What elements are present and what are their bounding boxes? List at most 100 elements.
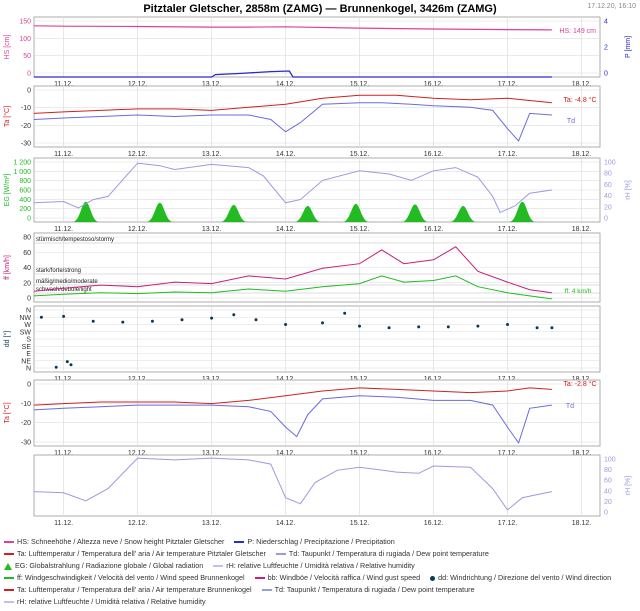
wind-direction-point — [550, 326, 554, 330]
legend-label: Td: Taupunkt / Temperatura di rugiada / … — [288, 549, 489, 558]
timestamp: 17.12.20, 16:10 — [587, 3, 636, 10]
y-axis-label: ff [km/h] — [4, 255, 11, 280]
relative-humidity-line — [33, 457, 552, 511]
legend-swatch — [213, 565, 224, 568]
multi-panel-chart: 11.12. 12.12. 13.12. 14.12. 15.12. 16.12. 17.1… — [3, 16, 632, 527]
legend-item: dd: Windrichtung / Direzione del vento /… — [430, 572, 611, 584]
wind-direction-point — [476, 324, 480, 328]
radiation-area — [294, 206, 322, 222]
x-tick-label: 11.12. — [54, 520, 73, 527]
y-tick-label: -10 — [21, 401, 31, 408]
legend-label: rH: relative Luftfeuchte / Umidità relat… — [226, 561, 415, 570]
legend-swatch — [4, 562, 12, 570]
y2-tick-label: 20 — [604, 204, 612, 211]
panel-frame — [33, 379, 601, 447]
wind-direction-point — [446, 325, 450, 329]
radiation-area — [449, 206, 477, 222]
wind-direction-point — [210, 316, 214, 320]
y-tick-label: NW — [19, 315, 31, 322]
y-tick-label: 1 200 — [13, 160, 31, 167]
wind-direction-point — [69, 363, 73, 367]
x-tick-label: 17.12. — [498, 151, 518, 158]
y2-tick-label: 100 — [604, 160, 616, 167]
legend-label: ff: Windgeschwindigkeit / Velocità del v… — [17, 573, 245, 582]
wind-direction-point — [121, 320, 125, 324]
wind-band-label: mäßig/medio/moderate — [36, 279, 98, 285]
y-tick-label: N — [26, 366, 31, 373]
x-tick-label: 18.12. — [572, 376, 592, 383]
legend-label: Ta: Lufttemperatur / Temperatura dell' a… — [17, 585, 252, 594]
radiation-area — [146, 202, 174, 222]
snow-annotation: HS: 149 cm — [559, 28, 596, 35]
legend-row: Ta: Lufttemperatur / Temperatura dell' a… — [4, 584, 636, 596]
y2-axis-label: P [mm] — [625, 36, 632, 58]
y-tick-label: 150 — [19, 19, 31, 26]
wind-direction-point — [284, 323, 288, 326]
wind-direction-point — [232, 313, 236, 317]
y-tick-label: -30 — [21, 440, 31, 447]
legend-swatch — [4, 577, 14, 580]
y-tick-label: SW — [20, 329, 32, 336]
radiation-area — [342, 203, 370, 222]
wind-direction-point — [62, 314, 66, 318]
y-tick-label: NE — [21, 358, 31, 365]
y-tick-label: W — [24, 322, 31, 329]
x-tick-label: 11.12. — [54, 376, 73, 383]
legend-swatch — [275, 553, 286, 556]
legend-swatch — [261, 589, 272, 592]
x-tick-label: 13.12. — [202, 376, 222, 383]
y2-axis-label: rH [%] — [625, 476, 632, 496]
legend-label: EG: Globalstrahlung / Radiazione globale… — [15, 561, 204, 570]
panel-frame — [33, 454, 601, 517]
y-tick-label: 0 — [27, 88, 31, 95]
y-tick-label: -20 — [21, 123, 31, 130]
wind-direction-point — [91, 319, 95, 323]
y2-axis-label: rH [%] — [625, 180, 632, 200]
x-tick-label: 15.12. — [350, 226, 370, 233]
x-tick-label: 18.12. — [572, 520, 592, 527]
x-tick-label: 12.12. — [128, 376, 148, 383]
y-tick-label: 0 — [27, 382, 31, 389]
y-tick-label: 200 — [19, 206, 31, 213]
radiation-area — [220, 204, 248, 222]
y-tick-label: 20 — [23, 280, 31, 287]
temp-annotation: Ta: -2.8 °C — [563, 380, 596, 388]
wind-direction-point — [180, 318, 184, 322]
y-tick-label: 60 — [23, 250, 31, 257]
y2-tick-label: 100 — [604, 457, 616, 464]
x-tick-label: 13.12. — [202, 520, 222, 527]
x-tick-label: 16.12. — [424, 151, 444, 158]
chart-title: Pitztaler Gletscher, 2858m (ZAMG) — Brun… — [143, 3, 497, 15]
legend-row: EG: Globalstrahlung / Radiazione globale… — [4, 560, 636, 572]
legend-swatch — [4, 553, 14, 556]
legend-item: P: Niederschlag / Precipitazione / Preci… — [234, 536, 395, 548]
precipitation-line — [34, 70, 552, 78]
x-tick-label: 18.12. — [572, 151, 592, 158]
legend-item: bb: Windböe / Velocità raffica / Wind gu… — [254, 572, 420, 584]
wind-direction-point — [39, 315, 43, 319]
wind-gust-line — [33, 246, 552, 294]
y2-tick-label: 40 — [604, 193, 612, 200]
wind-direction-point — [150, 319, 154, 323]
x-tick-label: 17.12. — [498, 226, 518, 233]
y-axis-label: EG [W/m²] — [4, 174, 11, 207]
air-temperature-line — [33, 94, 552, 114]
x-tick-label: 15.12. — [350, 450, 370, 457]
legend-row: HS: Schneehöhe / Altezza neve / Snow hei… — [4, 536, 636, 548]
legend-swatch — [430, 575, 436, 581]
wind-direction-point — [321, 321, 324, 325]
x-tick-label: 14.12. — [276, 226, 296, 233]
x-tick-label: 15.12. — [350, 151, 370, 158]
dew-point-line — [33, 395, 552, 445]
x-tick-label: 13.12. — [202, 151, 222, 158]
wind-direction-point — [358, 324, 361, 328]
panel-frame — [33, 85, 601, 148]
x-tick-label: 17.12. — [498, 81, 518, 88]
legend: HS: Schneehöhe / Altezza neve / Snow hei… — [4, 536, 636, 608]
x-tick-label: 13.12. — [202, 226, 222, 233]
x-tick-label: 14.12. — [276, 81, 296, 88]
x-tick-label: 16.12. — [424, 226, 444, 233]
x-tick-label: 12.12. — [128, 450, 148, 457]
legend-label: HS: Schneehöhe / Altezza neve / Snow hei… — [17, 537, 225, 546]
